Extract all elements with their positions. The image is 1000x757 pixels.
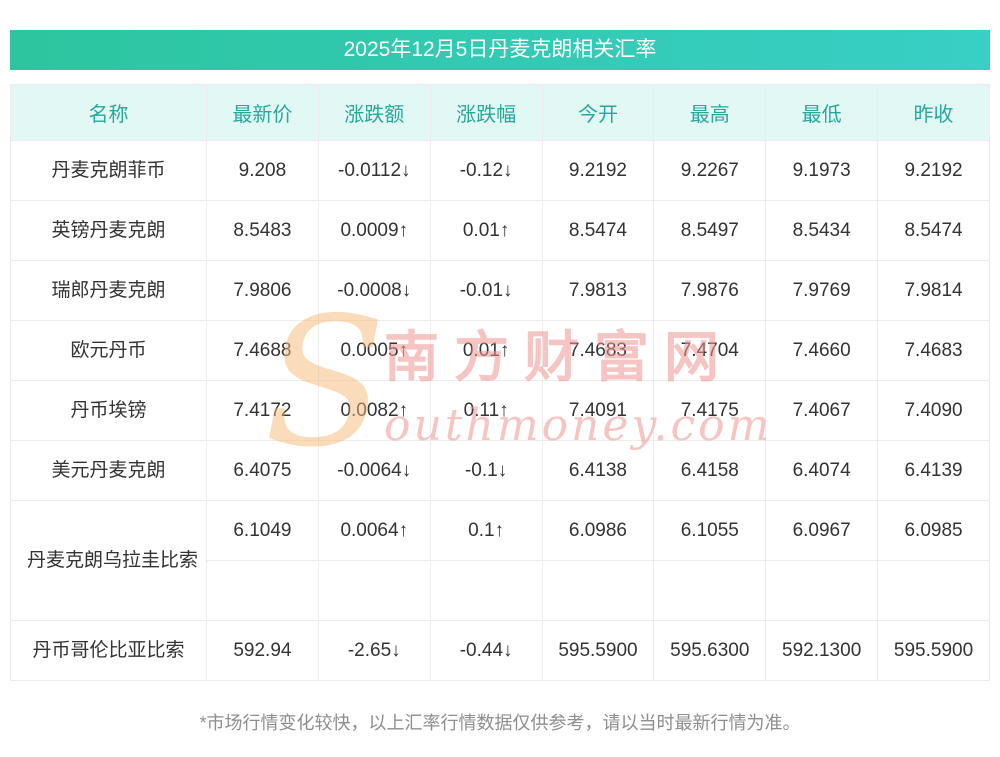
table-body: 丹麦克朗菲币 9.208 -0.0112↓ -0.12↓ 9.2192 9.2267 9.1… <box>10 140 990 681</box>
cell-open: 6.4138 <box>541 440 655 501</box>
cell-open: 9.2192 <box>541 140 655 201</box>
cell-empty <box>765 560 879 621</box>
cell-low: 6.4074 <box>765 440 879 501</box>
table-row: 英镑丹麦克朗 8.5483 0.0009↑ 0.01↑ 8.5474 8.5497 8.54… <box>10 200 990 261</box>
table-header-row: 名称 最新价 涨跌额 涨跌幅 今开 最高 最低 昨收 <box>10 84 990 141</box>
cell-low: 592.1300 <box>765 620 879 681</box>
cell-name: 丹币哥伦比亚比索 <box>10 620 207 681</box>
column-header-6: 最低 <box>765 84 879 141</box>
cell-change: 0.0082↑ <box>317 380 431 441</box>
cell-change: -2.65↓ <box>317 620 431 681</box>
cell-latest: 6.4075 <box>206 440 319 501</box>
cell-prev_close: 8.5474 <box>877 200 990 261</box>
cell-empty <box>317 560 431 621</box>
cell-low: 6.0967 <box>765 500 879 561</box>
table-row: 丹币哥伦比亚比索 592.94 -2.65↓ -0.44↓ 595.5900 595.63… <box>10 620 990 681</box>
column-header-0: 名称 <box>10 84 207 141</box>
table-row: 丹麦克朗乌拉圭比索 6.1049 0.0064↑ 0.1↑ 6.0986 6.1055 6.… <box>10 500 990 621</box>
table-row: 美元丹麦克朗 6.4075 -0.0064↓ -0.1↓ 6.4138 6.4158 6.4… <box>10 440 990 501</box>
cell-latest: 6.1049 <box>206 500 319 561</box>
cell-change: 0.0064↑ <box>317 500 431 561</box>
table-row: 丹币埃镑 7.4172 0.0082↑ 0.11↑ 7.4091 7.4175 7.4067… <box>10 380 990 441</box>
cell-open: 8.5474 <box>541 200 655 261</box>
cell-name: 丹麦克朗菲币 <box>10 140 207 201</box>
cell-change_pct: -0.01↓ <box>429 260 543 321</box>
cell-empty <box>877 560 990 621</box>
cell-high: 595.6300 <box>653 620 767 681</box>
cell-prev_close: 7.4090 <box>877 380 990 441</box>
cell-empty <box>206 560 319 621</box>
cell-open: 595.5900 <box>541 620 655 681</box>
cell-prev_close: 6.4139 <box>877 440 990 501</box>
cell-change_pct: -0.44↓ <box>429 620 543 681</box>
cell-change_pct: 0.01↑ <box>429 320 543 381</box>
cell-latest: 7.9806 <box>206 260 319 321</box>
cell-low: 7.4067 <box>765 380 879 441</box>
cell-high: 7.4175 <box>653 380 767 441</box>
column-header-7: 昨收 <box>877 84 990 141</box>
column-header-3: 涨跌幅 <box>429 84 543 141</box>
cell-change: -0.0008↓ <box>317 260 431 321</box>
rates-table: 名称 最新价 涨跌额 涨跌幅 今开 最高 最低 昨收 丹麦克朗菲币 9.208 -0.0112↓ -… <box>10 84 990 681</box>
cell-low: 8.5434 <box>765 200 879 261</box>
cell-change: -0.0064↓ <box>317 440 431 501</box>
cell-latest: 7.4688 <box>206 320 319 381</box>
cell-prev_close: 7.4683 <box>877 320 990 381</box>
cell-prev_close: 595.5900 <box>877 620 990 681</box>
cell-change_pct: 0.1↑ <box>429 500 543 561</box>
cell-latest: 8.5483 <box>206 200 319 261</box>
cell-prev_close: 7.9814 <box>877 260 990 321</box>
disclaimer-text: *市场行情变化较快，以上汇率行情数据仅供参考，请以当时最新行情为准。 <box>199 713 801 733</box>
cell-latest: 7.4172 <box>206 380 319 441</box>
cell-name: 美元丹麦克朗 <box>10 440 207 501</box>
column-header-4: 今开 <box>541 84 655 141</box>
cell-high: 7.4704 <box>653 320 767 381</box>
cell-low: 9.1973 <box>765 140 879 201</box>
cell-open: 7.4683 <box>541 320 655 381</box>
cell-latest: 9.208 <box>206 140 319 201</box>
table-row: 瑞郎丹麦克朗 7.9806 -0.0008↓ -0.01↓ 7.9813 7.9876 7.… <box>10 260 990 321</box>
cell-name: 欧元丹币 <box>10 320 207 381</box>
cell-change_pct: 0.01↑ <box>429 200 543 261</box>
cell-high: 7.9876 <box>653 260 767 321</box>
cell-low: 7.9769 <box>765 260 879 321</box>
cell-empty <box>429 560 543 621</box>
cell-change_pct: 0.11↑ <box>429 380 543 441</box>
cell-change_pct: -0.12↓ <box>429 140 543 201</box>
cell-high: 8.5497 <box>653 200 767 261</box>
cell-name: 英镑丹麦克朗 <box>10 200 207 261</box>
cell-high: 9.2267 <box>653 140 767 201</box>
cell-empty <box>541 560 655 621</box>
cell-high: 6.1055 <box>653 500 767 561</box>
cell-empty <box>653 560 767 621</box>
cell-change: 0.0005↑ <box>317 320 431 381</box>
table-row: 欧元丹币 7.4688 0.0005↑ 0.01↑ 7.4683 7.4704 7.4660… <box>10 320 990 381</box>
cell-latest: 592.94 <box>206 620 319 681</box>
column-header-5: 最高 <box>653 84 767 141</box>
page-title: 2025年12月5日丹麦克朗相关汇率 <box>10 30 990 70</box>
column-header-1: 最新价 <box>206 84 319 141</box>
cell-open: 7.4091 <box>541 380 655 441</box>
cell-change: 0.0009↑ <box>317 200 431 261</box>
table-row: 丹麦克朗菲币 9.208 -0.0112↓ -0.12↓ 9.2192 9.2267 9.1… <box>10 140 990 201</box>
cell-change_pct: -0.1↓ <box>429 440 543 501</box>
cell-prev_close: 9.2192 <box>877 140 990 201</box>
cell-open: 7.9813 <box>541 260 655 321</box>
cell-change: -0.0112↓ <box>317 140 431 201</box>
cell-name: 瑞郎丹麦克朗 <box>10 260 207 321</box>
cell-low: 7.4660 <box>765 320 879 381</box>
column-header-2: 涨跌额 <box>317 84 431 141</box>
cell-prev_close: 6.0985 <box>877 500 990 561</box>
cell-name: 丹币埃镑 <box>10 380 207 441</box>
cell-name: 丹麦克朗乌拉圭比索 <box>10 500 207 621</box>
cell-high: 6.4158 <box>653 440 767 501</box>
cell-open: 6.0986 <box>541 500 655 561</box>
